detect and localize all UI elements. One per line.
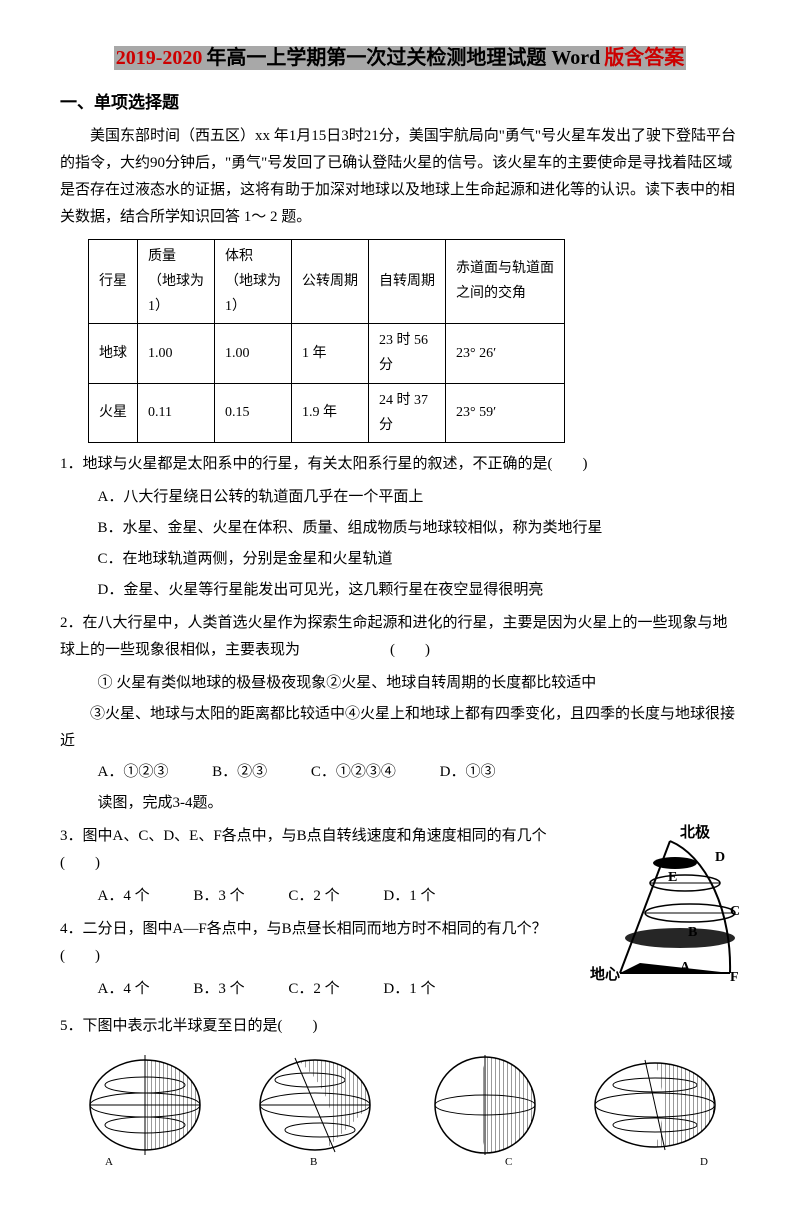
q2-text2: ③火星、地球与太阳的距离都比较适中④火星上和地球上都有四季变化，且四季的长度与地… [60,701,740,755]
globe-diagram: 北极 D E C B A F 地心 [580,823,740,993]
table-row: 火星 0.11 0.15 1.9 年 24 时 37 分 23° 59′ [89,383,565,442]
globes-row: A B C D [60,1050,740,1170]
q1-optD: D．金星、火星等行星能发出可见光，这几颗行星在夜空显得很明亮 [98,577,741,604]
q2-D: D．①③ [440,764,496,780]
q2-options: A．①②③ B．②③ C．①②③④ D．①③ [98,759,741,786]
q4-D: D．1 个 [383,981,435,997]
q3-q4-block: 北极 D E C B A F 地心 3．图中A、C、D、E、F各点中，与B点自转… [60,823,740,1007]
svg-text:B: B [310,1156,317,1168]
svg-text:北极: 北极 [680,823,711,841]
title-part1: 2019-2020 [114,46,205,70]
globe-D: D [585,1050,725,1170]
q4-C: C．2 个 [288,981,339,997]
q2-A: A．①②③ [98,764,169,780]
q2-text1: ① 火星有类似地球的极昼极夜现象②火星、地球自转周期的长度都比较适中 [98,670,741,697]
svg-text:A: A [680,960,691,975]
th-volume: 体积 （地球为 1） [215,239,292,324]
svg-text:A: A [105,1156,113,1168]
th-mass: 质量 （地球为 1） [138,239,215,324]
q2-C: C．①②③④ [311,764,396,780]
section-heading: 一、单项选择题 [60,88,740,119]
planet-table: 行星 质量 （地球为 1） 体积 （地球为 1） 公转周期 自转周期 赤道面与轨… [88,239,565,443]
svg-text:D: D [715,850,725,865]
svg-text:B: B [688,925,697,940]
table-header-row: 行星 质量 （地球为 1） 体积 （地球为 1） 公转周期 自转周期 赤道面与轨… [89,239,565,324]
globe-C: C [415,1050,555,1170]
q2-B: B．②③ [212,764,267,780]
svg-text:C: C [730,904,740,919]
globe-B: B [245,1050,385,1170]
q5-stem: 5．下图中表示北半球夏至日的是( ) [60,1013,740,1040]
svg-text:C: C [505,1156,512,1168]
th-planet: 行星 [89,239,138,324]
q1-optC: C．在地球轨道两侧，分别是金星和火星轨道 [98,546,741,573]
intro-paragraph: 美国东部时间（西五区）xx 年1月15日3时21分，美国宇航局向"勇气"号火星车… [60,123,740,231]
q1-stem: 1．地球与火星都是太阳系中的行星，有关太阳系行星的叙述，不正确的是( ) [60,451,740,478]
svg-text:地心: 地心 [590,965,620,983]
globe-A: A [75,1050,215,1170]
th-rotation: 自转周期 [369,239,446,324]
page-title: 2019-2020年高一上学期第一次过关检测地理试题 Word版含答案 [60,40,740,76]
svg-text:E: E [668,870,677,885]
q4-B: B．3 个 [193,981,244,997]
th-revolution: 公转周期 [292,239,369,324]
table-row: 地球 1.00 1.00 1 年 23 时 56 分 23° 26′ [89,324,565,383]
q1-optA: A．八大行星绕日公转的轨道面几乎在一个平面上 [98,484,741,511]
title-part2: 年高一上学期第一次过关检测地理试题 Word [204,46,602,70]
q2-stem: 2．在八大行星中，人类首选火星作为探索生命起源和进化的行星，主要是因为火星上的一… [60,610,740,664]
svg-text:F: F [730,970,739,985]
q1-optB: B．水星、金星、火星在体积、质量、组成物质与地球较相似，称为类地行星 [98,515,741,542]
title-part3: 版含答案 [602,46,686,70]
svg-text:D: D [700,1156,708,1168]
q3-A: A．4 个 [98,888,150,904]
q4-A: A．4 个 [98,981,150,997]
q3-D: D．1 个 [383,888,435,904]
q3-B: B．3 个 [193,888,244,904]
readfig-note: 读图，完成3-4题。 [98,790,741,817]
q3-C: C．2 个 [288,888,339,904]
th-angle: 赤道面与轨道面 之间的交角 [446,239,565,324]
